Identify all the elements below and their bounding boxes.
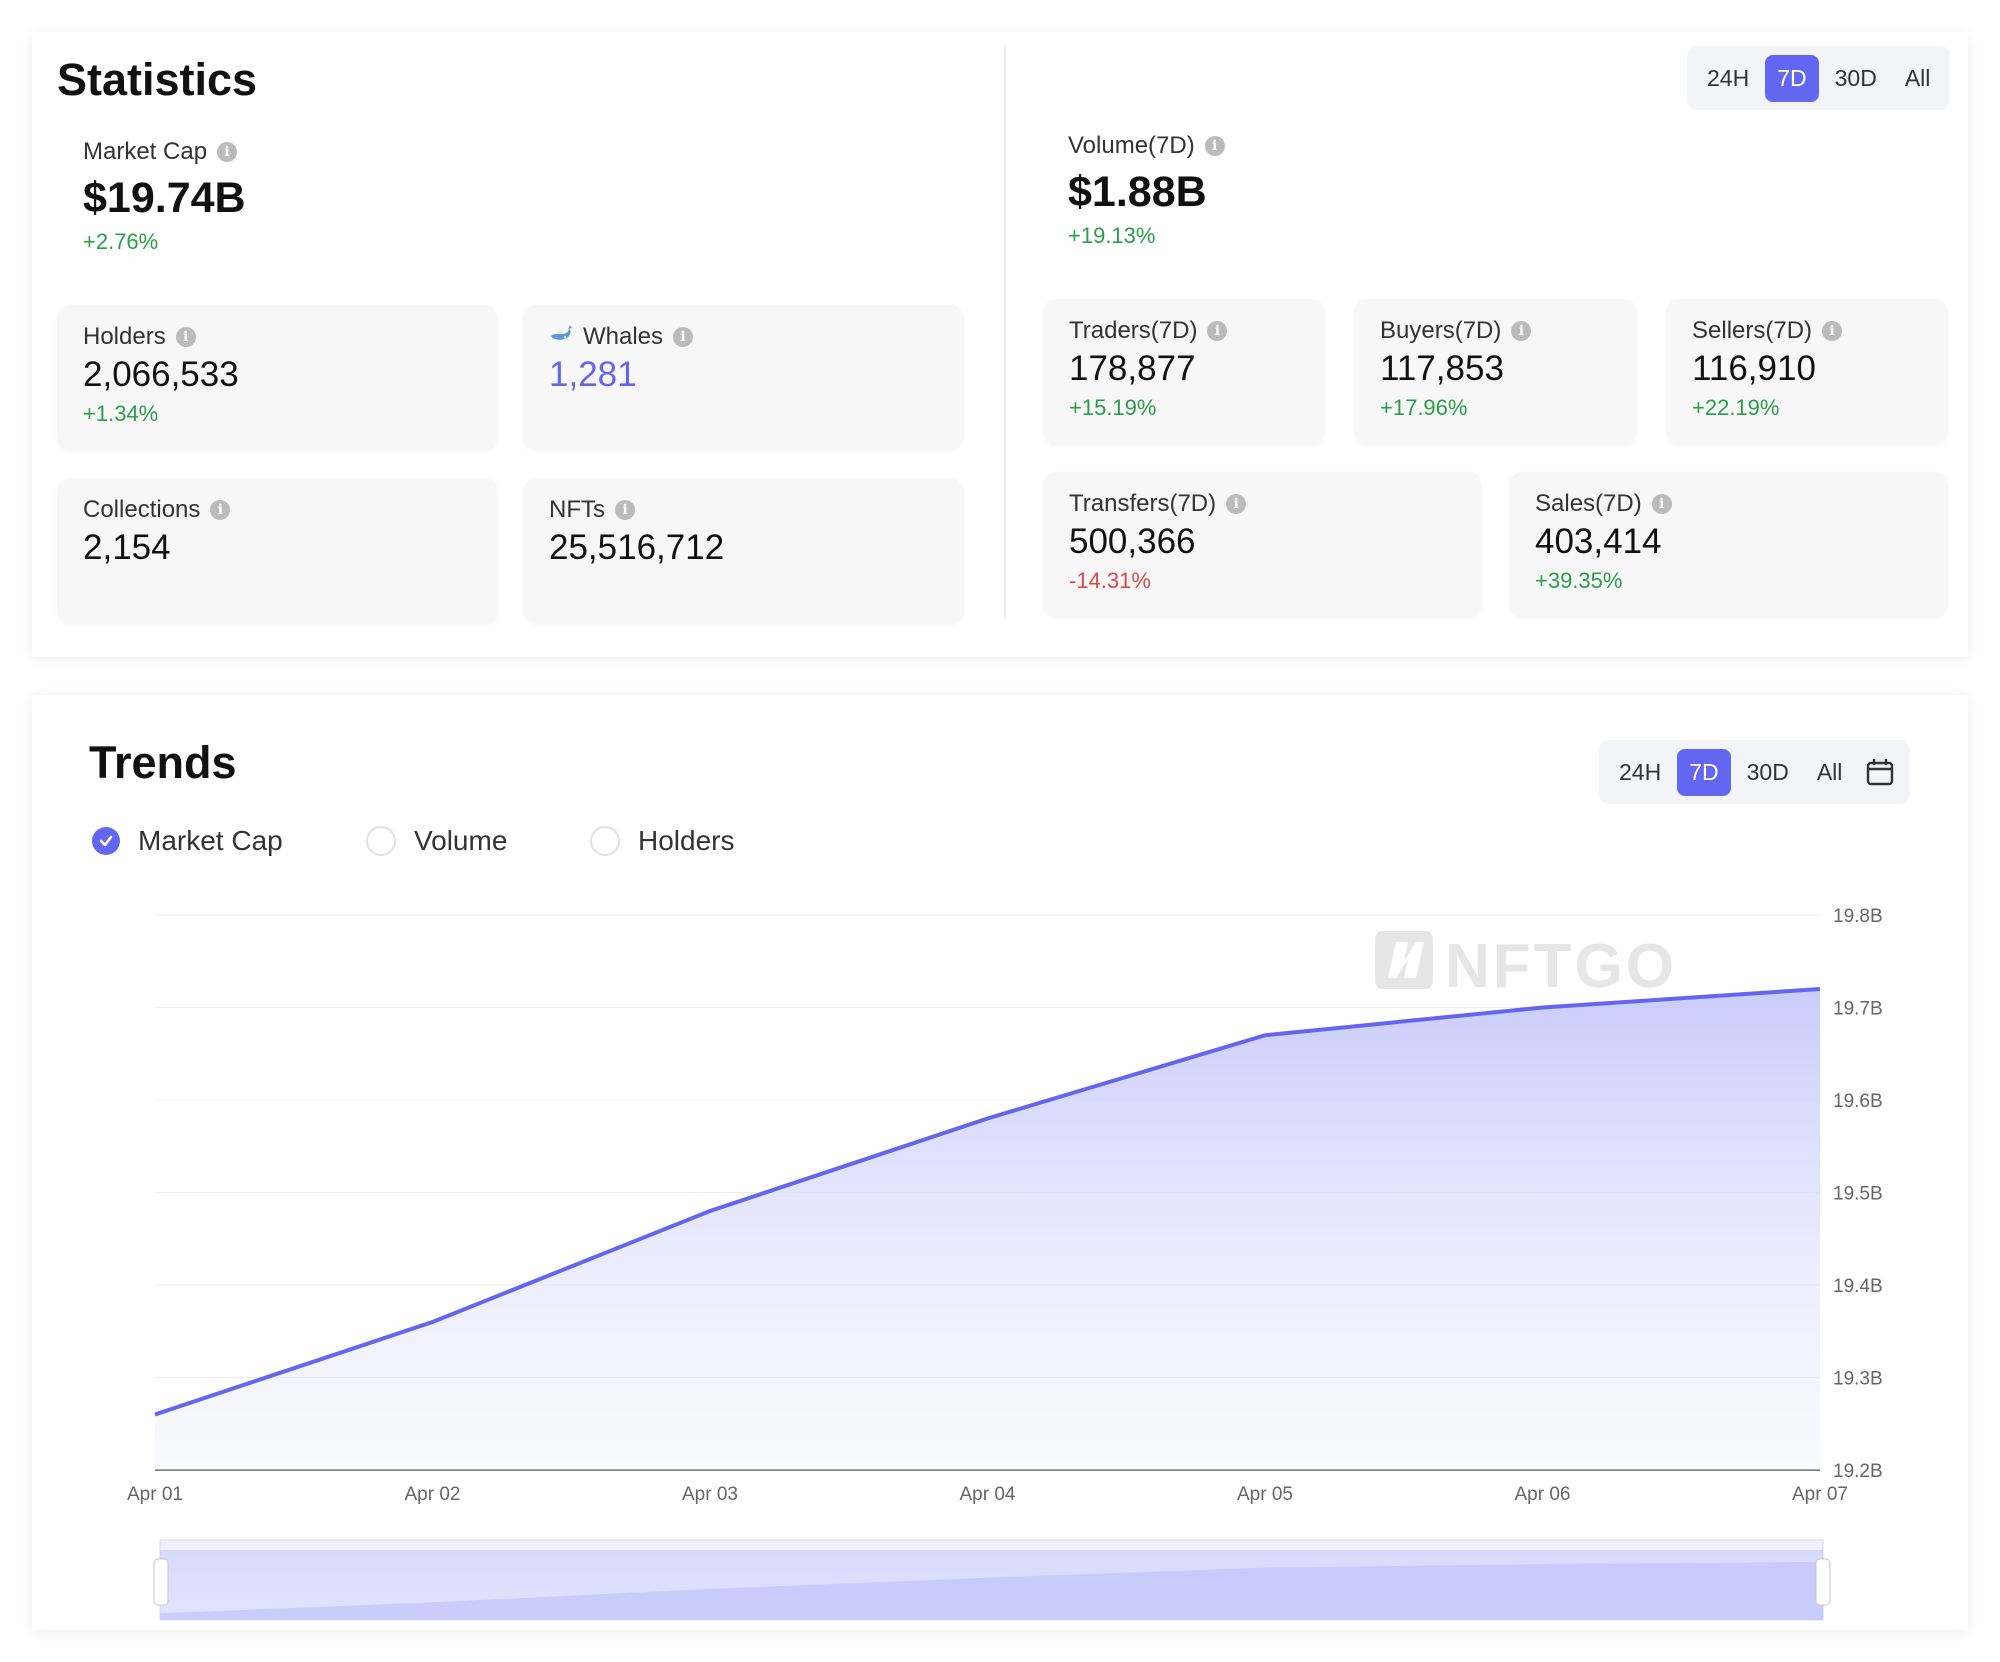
statistics-title: Statistics xyxy=(57,54,258,105)
info-icon[interactable]: i xyxy=(1226,494,1247,514)
traders-card: Traders(7D) i 178,877 +15.19% xyxy=(1043,299,1325,445)
sellers-value: 116,910 xyxy=(1692,349,1816,388)
info-icon[interactable]: i xyxy=(1207,321,1228,341)
info-icon[interactable]: i xyxy=(673,327,694,347)
info-icon[interactable]: i xyxy=(615,500,635,520)
stats-period-7d[interactable]: 7D xyxy=(1765,54,1819,102)
market-cap-metric: Market Cap i $19.74B +2.76% xyxy=(83,138,246,255)
market-cap-chart: 19.2B 19.3B 19.4B 19.5B 19.6B 19.7B 19.8B Apr 0… xyxy=(127,906,1883,1621)
holders-value: 2,066,533 xyxy=(83,355,239,394)
range-slider[interactable] xyxy=(153,1539,1831,1621)
panel-divider xyxy=(1004,46,1006,618)
trends-panel: 19.2B 19.3B 19.4B 19.5B 19.6B 19.7B 19.8B Apr 0… xyxy=(32,695,1968,1630)
legend-volume[interactable]: Volume xyxy=(366,825,507,857)
traders-change: +15.19% xyxy=(1069,395,1157,420)
sellers-label: Sellers(7D) xyxy=(1692,317,1813,344)
market-cap-label: Market Cap xyxy=(83,138,208,165)
buyers-value: 117,853 xyxy=(1380,349,1504,388)
volume-change: +19.13% xyxy=(1068,223,1156,248)
statistics-period-selector: 24H 7D 30D All xyxy=(1687,46,1951,110)
trends-period-selector: 24H 7D 30D All xyxy=(1599,740,1911,804)
info-icon[interactable]: i xyxy=(1822,321,1843,341)
y-tick-label: 19.5B xyxy=(1833,1184,1883,1205)
trends-title: Trends xyxy=(89,737,237,788)
legend-holders[interactable]: Holders xyxy=(590,825,734,857)
y-tick-label: 19.4B xyxy=(1833,1276,1883,1297)
whales-label: Whales xyxy=(583,323,664,350)
x-tick-label: Apr 02 xyxy=(405,1484,461,1505)
y-tick-label: 19.7B xyxy=(1833,999,1883,1020)
range-handle-left[interactable] xyxy=(153,1558,169,1606)
range-handle-right[interactable] xyxy=(1815,1558,1831,1606)
legend-market-cap[interactable]: Market Cap xyxy=(92,825,283,857)
collections-card: Collections i 2,154 xyxy=(57,478,498,624)
transfers-card: Transfers(7D) i 500,366 -14.31% xyxy=(1043,472,1482,618)
sales-value: 403,414 xyxy=(1535,522,1662,561)
statistics-panel: Statistics 24H 7D 30D All Market Cap i $1… xyxy=(32,32,1968,657)
legend-label: Holders xyxy=(638,825,735,856)
holders-label: Holders xyxy=(83,323,166,350)
whale-icon xyxy=(549,323,573,351)
stats-period-30d[interactable]: 30D xyxy=(1834,64,1877,91)
market-cap-area xyxy=(155,989,1820,1470)
volume-value: $1.88B xyxy=(1068,168,1207,216)
trends-period-all[interactable]: All xyxy=(1816,758,1843,785)
holders-change: +1.34% xyxy=(83,401,159,426)
x-tick-label: Apr 04 xyxy=(960,1484,1016,1505)
nfts-label: NFTs xyxy=(549,496,605,523)
volume-label: Volume(7D) xyxy=(1068,132,1195,159)
info-icon[interactable]: i xyxy=(217,142,238,162)
x-tick-label: Apr 03 xyxy=(682,1484,738,1505)
x-tick-label: Apr 05 xyxy=(1237,1484,1293,1505)
whales-card: Whales i 1,281 xyxy=(523,305,964,451)
sellers-card: Sellers(7D) i 116,910 +22.19% xyxy=(1666,299,1948,445)
sales-label: Sales(7D) xyxy=(1535,490,1642,517)
legend-label: Volume xyxy=(414,825,508,856)
collections-value: 2,154 xyxy=(83,528,171,567)
y-tick-label: 19.2B xyxy=(1833,1461,1883,1482)
trends-period-7d[interactable]: 7D xyxy=(1677,748,1731,796)
calendar-icon[interactable] xyxy=(1858,750,1902,794)
nfts-card: NFTs i 25,516,712 xyxy=(523,478,964,624)
nfts-value: 25,516,712 xyxy=(549,528,725,567)
transfers-label: Transfers(7D) xyxy=(1069,490,1217,517)
x-tick-label: Apr 07 xyxy=(1792,1484,1848,1505)
y-tick-label: 19.3B xyxy=(1833,1369,1883,1390)
traders-label: Traders(7D) xyxy=(1069,317,1198,344)
buyers-card: Buyers(7D) i 117,853 +17.96% xyxy=(1354,299,1637,445)
traders-value: 178,877 xyxy=(1069,349,1196,388)
trends-period-24h[interactable]: 24H xyxy=(1619,758,1662,785)
watermark-text: NFTGO xyxy=(1445,932,1677,1001)
transfers-change: -14.31% xyxy=(1069,568,1151,593)
trends-period-30d[interactable]: 30D xyxy=(1746,758,1789,785)
stats-period-24h[interactable]: 24H xyxy=(1707,64,1750,91)
legend-label: Market Cap xyxy=(138,825,283,856)
transfers-value: 500,366 xyxy=(1069,522,1196,561)
sellers-change: +22.19% xyxy=(1692,395,1780,420)
buyers-change: +17.96% xyxy=(1380,395,1468,420)
x-tick-label: Apr 01 xyxy=(127,1484,183,1505)
info-icon[interactable]: i xyxy=(1651,494,1672,514)
market-cap-value: $19.74B xyxy=(83,174,246,222)
stats-period-all[interactable]: All xyxy=(1904,64,1931,91)
y-tick-label: 19.8B xyxy=(1833,906,1883,927)
market-cap-change: +2.76% xyxy=(83,229,159,254)
info-icon[interactable]: i xyxy=(175,327,196,347)
radio-icon xyxy=(366,826,396,856)
nftgo-watermark: NFTGO xyxy=(1375,931,1677,1001)
checkmark-icon xyxy=(92,827,120,855)
info-icon[interactable]: i xyxy=(210,500,231,520)
sales-change: +39.35% xyxy=(1535,568,1623,593)
collections-label: Collections xyxy=(83,496,201,523)
buyers-label: Buyers(7D) xyxy=(1380,317,1502,344)
volume-metric: Volume(7D) i $1.88B +19.13% xyxy=(1068,132,1225,249)
sales-card: Sales(7D) i 403,414 +39.35% xyxy=(1509,472,1948,618)
info-icon[interactable]: i xyxy=(1204,136,1225,156)
whales-value[interactable]: 1,281 xyxy=(549,355,637,394)
y-tick-label: 19.6B xyxy=(1833,1091,1883,1112)
info-icon[interactable]: i xyxy=(1511,321,1532,341)
radio-icon xyxy=(590,826,620,856)
holders-card: Holders i 2,066,533 +1.34% xyxy=(57,305,498,451)
x-tick-label: Apr 06 xyxy=(1515,1484,1571,1505)
